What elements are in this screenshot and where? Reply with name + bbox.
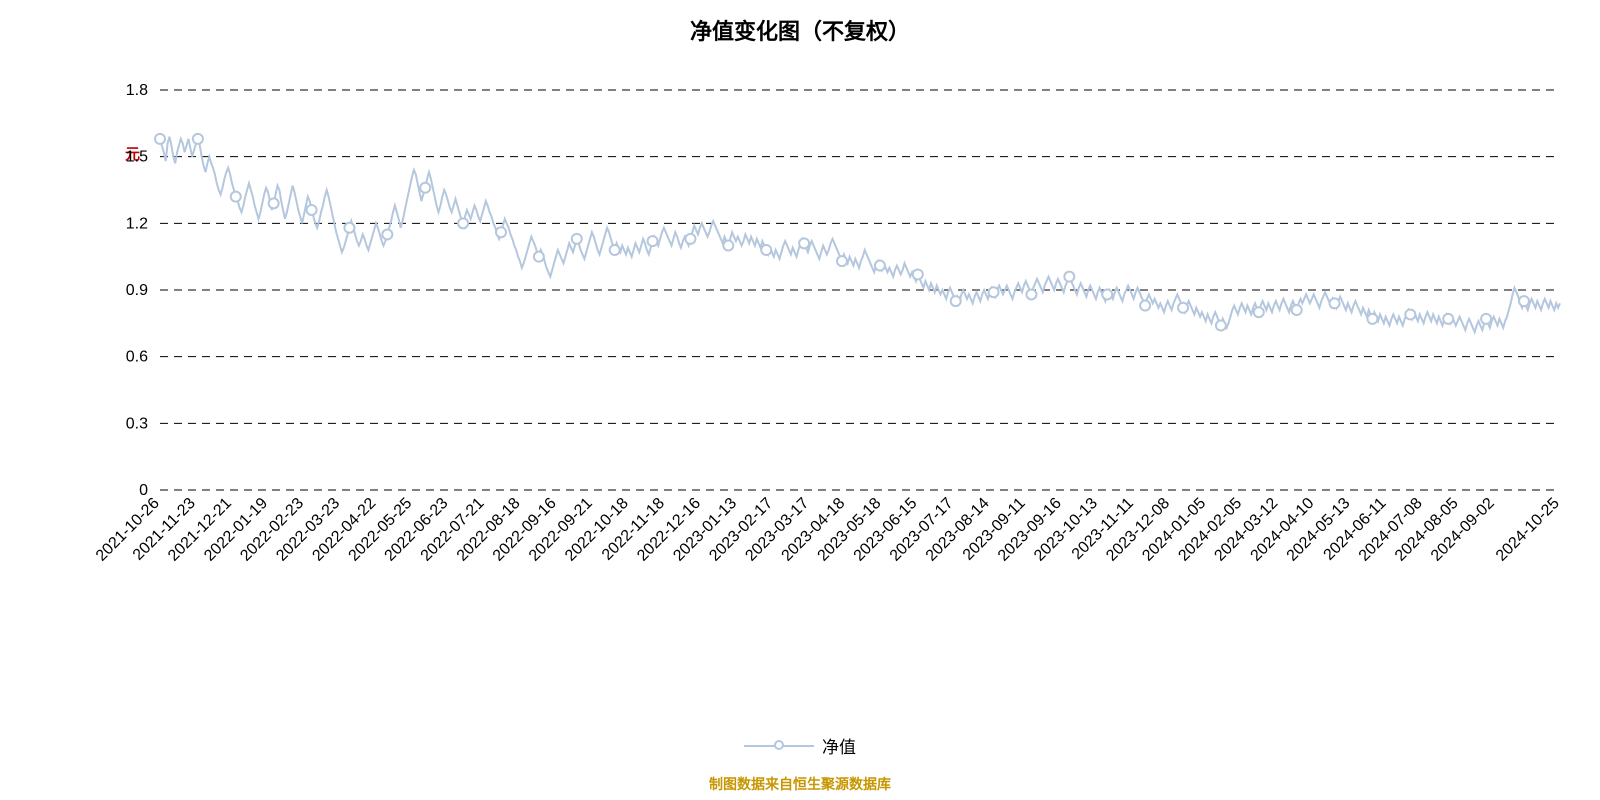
legend-marker-icon	[774, 740, 784, 750]
chart-svg: 00.30.60.91.21.51.82021-10-262021-11-232…	[0, 0, 1600, 800]
svg-text:2024-10-25: 2024-10-25	[1493, 495, 1563, 565]
chart-container: { "chart": { "type": "line", "title": "净…	[0, 0, 1600, 800]
footer-text: 制图数据来自恒生聚源数据库	[0, 774, 1600, 794]
svg-text:1.5: 1.5	[126, 149, 148, 166]
svg-text:0: 0	[139, 482, 148, 499]
legend: 净值	[0, 733, 1600, 758]
svg-text:0.6: 0.6	[126, 349, 148, 366]
svg-text:1.8: 1.8	[126, 82, 148, 99]
svg-text:1.2: 1.2	[126, 215, 148, 232]
legend-line	[744, 745, 814, 747]
svg-text:0.3: 0.3	[126, 415, 148, 432]
legend-label: 净值	[822, 733, 856, 758]
svg-text:0.9: 0.9	[126, 282, 148, 299]
